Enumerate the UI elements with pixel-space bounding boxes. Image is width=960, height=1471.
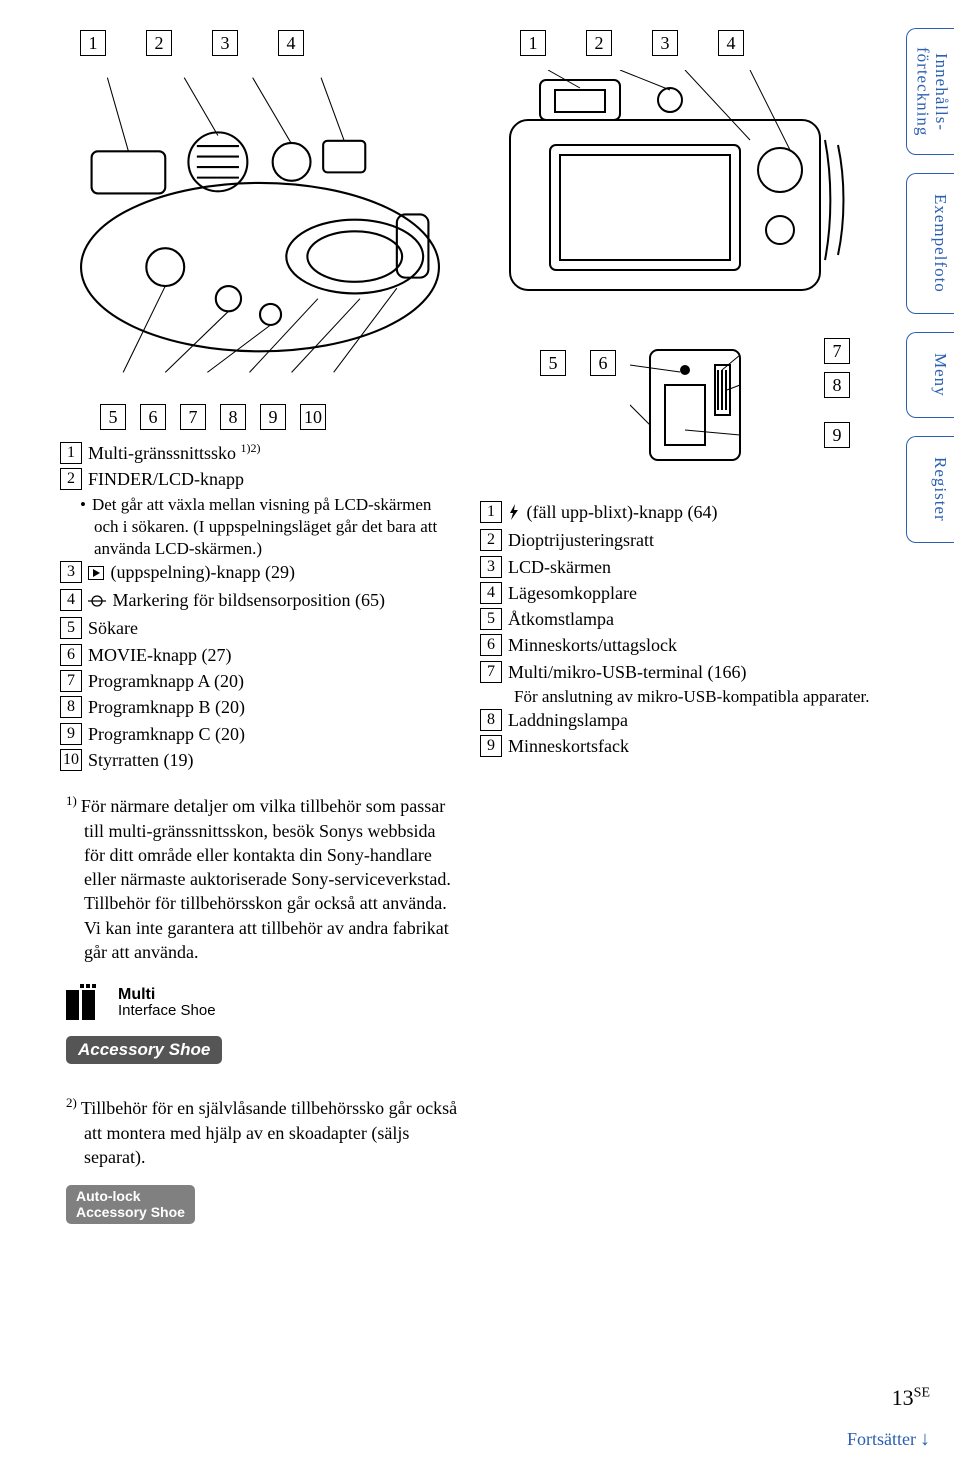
down-arrow-icon: ↓ bbox=[920, 1428, 930, 1450]
camera-diagram-right: 1 2 3 4 bbox=[480, 30, 880, 490]
legend-text: (uppspelning)-knapp (29) bbox=[111, 562, 295, 582]
callout-box: 9 bbox=[260, 404, 286, 430]
tab-toc[interactable]: Innehålls- förteckning bbox=[906, 28, 954, 155]
callout-box: 9 bbox=[824, 422, 850, 448]
legend-text: Multi/mikro-USB-terminal (166) bbox=[508, 662, 746, 682]
continue-link[interactable]: Fortsätter↓ bbox=[847, 1428, 930, 1451]
camera-diagram-left: 1 2 3 4 bbox=[60, 30, 460, 430]
callout-box: 6 bbox=[590, 350, 616, 376]
callout-box: 5 bbox=[100, 404, 126, 430]
callout-box: 4 bbox=[718, 30, 744, 56]
callout-box: 4 bbox=[278, 30, 304, 56]
legend-text: Styrratten (19) bbox=[88, 750, 193, 770]
legend-text: Markering för bildsensorposition (65) bbox=[113, 590, 385, 610]
callout-box: 7 bbox=[180, 404, 206, 430]
legend-text: MOVIE-knapp (27) bbox=[88, 645, 231, 665]
tab-register[interactable]: Register bbox=[906, 436, 954, 543]
legend-text: Minneskortsfack bbox=[508, 736, 629, 756]
callout-box: 8 bbox=[824, 372, 850, 398]
callout-box: 7 bbox=[824, 338, 850, 364]
legend-right: 1 (fäll upp-blixt)-knapp (64) 2Dioptriju… bbox=[480, 500, 880, 759]
legend-text: (fäll upp-blixt)-knapp (64) bbox=[527, 502, 718, 522]
callout-box: 3 bbox=[212, 30, 238, 56]
legend-text: Dioptrijusteringsratt bbox=[508, 530, 654, 550]
legend-text: LCD-skärmen bbox=[508, 557, 611, 577]
legend-left: 1Multi-gränssnittssko 1)2) 2FINDER/LCD-k… bbox=[60, 440, 460, 772]
callout-box: 2 bbox=[146, 30, 172, 56]
callout-box: 10 bbox=[300, 404, 326, 430]
camera-top-illustration bbox=[60, 70, 460, 380]
callout-box: 3 bbox=[652, 30, 678, 56]
camera-back-illustration bbox=[480, 70, 880, 320]
legend-subtext: •Det går att växla mellan visning på LCD… bbox=[94, 494, 460, 560]
sensor-mark-icon bbox=[88, 590, 106, 614]
legend-text: Laddningslampa bbox=[508, 710, 628, 730]
legend-text: Åtkomstlampa bbox=[508, 609, 614, 629]
legend-text: Programknapp C (20) bbox=[88, 724, 245, 744]
callout-box: 1 bbox=[80, 30, 106, 56]
callout-box: 6 bbox=[140, 404, 166, 430]
play-icon bbox=[88, 562, 104, 586]
tab-example[interactable]: Exempelfoto bbox=[906, 173, 954, 314]
legend-text: Sökare bbox=[88, 618, 138, 638]
legend-text: Lägesomkopplare bbox=[508, 583, 637, 603]
card-slot-illustration bbox=[630, 330, 780, 480]
flash-icon bbox=[508, 502, 520, 526]
callout-box: 8 bbox=[220, 404, 246, 430]
legend-text: Multi-gränssnittssko bbox=[88, 443, 236, 463]
legend-text: Programknapp A (20) bbox=[88, 671, 244, 691]
autolock-shoe-badge: Auto-lock Accessory Shoe bbox=[66, 1185, 195, 1224]
page-number: 13SE bbox=[892, 1385, 930, 1411]
footnote-2: 2)Tillbehör för en självlåsande tillbehö… bbox=[84, 1094, 460, 1169]
callout-box: 2 bbox=[586, 30, 612, 56]
tab-menu[interactable]: Meny bbox=[906, 332, 954, 418]
callout-box: 1 bbox=[520, 30, 546, 56]
accessory-shoe-badge: Accessory Shoe bbox=[66, 1036, 222, 1064]
legend-text: Programknapp B (20) bbox=[88, 697, 245, 717]
callout-box: 5 bbox=[540, 350, 566, 376]
footnote-1: 1)För närmare detaljer om vilka tillbehö… bbox=[84, 792, 460, 964]
multi-interface-shoe-logo: Multi Interface Shoe bbox=[66, 984, 460, 1020]
side-tabs: Innehålls- förteckning Exempelfoto Meny … bbox=[906, 28, 954, 543]
legend-text: Minneskorts/uttagslock bbox=[508, 635, 677, 655]
legend-subtext: För anslutning av mikro-USB-kompatibla a… bbox=[514, 686, 880, 708]
legend-text: FINDER/LCD-knapp bbox=[88, 469, 244, 489]
